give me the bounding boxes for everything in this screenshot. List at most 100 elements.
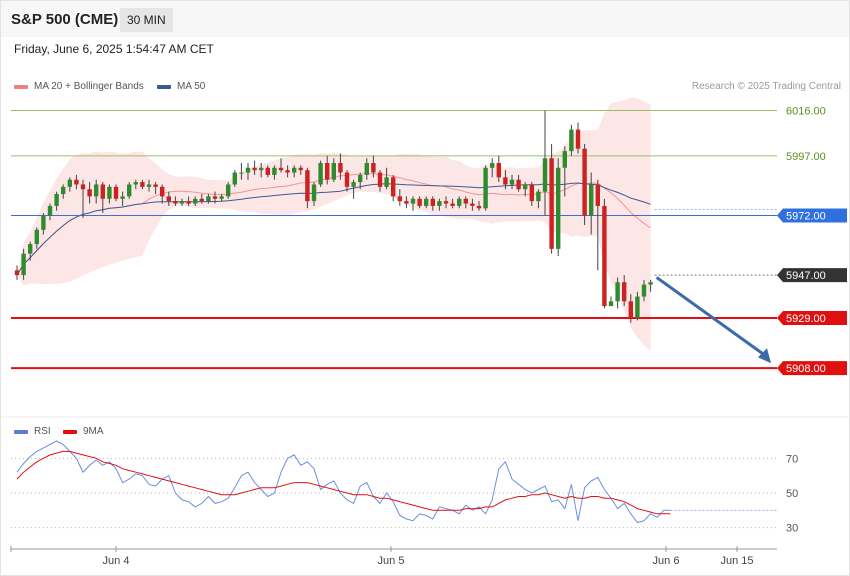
legend-ma50[interactable]: MA 50	[157, 81, 205, 92]
rsi-tick-label: 70	[786, 453, 798, 465]
rsi-tick-label: 50	[786, 488, 798, 500]
candle-bullish	[351, 182, 356, 187]
candle-bullish	[41, 215, 46, 230]
candle-bearish	[325, 163, 330, 180]
candle-bearish	[186, 201, 191, 204]
forecast-arrow	[655, 276, 766, 357]
x-tick-label: Jun 5	[378, 555, 405, 567]
last-price-tag	[777, 268, 847, 283]
last-price-label: 5947.00	[786, 270, 826, 282]
candle-bearish	[430, 198, 435, 206]
candle-bullish	[331, 163, 336, 180]
candle-bearish	[450, 203, 455, 206]
x-tick-label: Jun 6	[653, 555, 680, 567]
candle-bearish	[166, 196, 171, 202]
candle-bullish	[589, 184, 594, 216]
research-credit: Research © 2025 Trading Central	[691, 81, 841, 92]
candle-bearish	[602, 205, 607, 307]
candle-bullish	[206, 196, 211, 202]
rsi-tick-label: 30	[786, 523, 798, 535]
x-tick-label: Jun 15	[720, 555, 753, 567]
pivot-label: 5972.00	[786, 210, 826, 222]
candle-bearish	[80, 184, 86, 190]
candle-bearish	[529, 184, 534, 202]
candle-bullish	[569, 129, 574, 152]
candle-bullish	[311, 184, 317, 202]
candle-bearish	[622, 282, 627, 302]
candle-bearish	[153, 184, 158, 187]
candle-bullish	[193, 198, 198, 204]
legend-ma20[interactable]: MA 20 + Bollinger Bands	[14, 81, 144, 92]
candle-bearish	[252, 167, 257, 171]
legend-rsi-label: RSI	[34, 426, 51, 437]
candle-bullish	[272, 167, 277, 175]
candle-bearish	[463, 198, 468, 204]
candle-bearish	[470, 203, 475, 206]
rsi-ma-swatch	[63, 429, 77, 434]
candle-bearish	[417, 198, 422, 206]
support-tag	[777, 311, 847, 325]
candle-bearish	[476, 205, 482, 209]
candle-bullish	[635, 296, 640, 318]
candle-bearish	[113, 186, 119, 199]
candle-bullish	[384, 177, 389, 187]
candle-bearish	[549, 158, 554, 249]
candle-bullish	[536, 191, 541, 202]
candle-bearish	[344, 172, 350, 187]
candle-bullish	[437, 201, 442, 206]
candle-bearish	[443, 201, 449, 204]
candle-bullish	[358, 174, 363, 183]
candle-bearish	[212, 196, 218, 199]
candle-bearish	[575, 129, 581, 149]
rsi-swatch	[14, 429, 28, 434]
candle-bearish	[87, 189, 92, 197]
candle-bullish	[410, 198, 416, 204]
candle-bullish	[21, 253, 26, 276]
candle-bearish	[582, 148, 587, 216]
candle-bullish	[523, 184, 528, 190]
candle-bullish	[615, 282, 620, 302]
candle-bearish	[391, 177, 396, 197]
candle-bearish	[404, 201, 409, 204]
legend-rsi-ma[interactable]: 9MA	[63, 426, 104, 437]
candle-bullish	[364, 163, 369, 175]
candle-bullish	[239, 172, 244, 174]
candle-bearish	[305, 170, 310, 202]
candle-bullish	[94, 184, 99, 197]
candle-bearish	[503, 177, 508, 185]
legend-rsi[interactable]: RSI	[14, 426, 51, 437]
resistance-label: 5997.00	[786, 151, 826, 163]
chart-header: S&P 500 (CME) 30 MIN	[1, 1, 849, 37]
candle-bullish	[457, 198, 462, 206]
candle-bullish	[232, 172, 237, 185]
resistance-label: 6016.00	[786, 106, 826, 118]
candle-bearish	[628, 301, 633, 318]
candle-bullish	[47, 205, 53, 216]
interval-button[interactable]: 30 MIN	[120, 8, 173, 32]
candle-bullish	[107, 186, 112, 199]
legend-ma20-label: MA 20 + Bollinger Bands	[34, 81, 144, 92]
bollinger-band	[17, 97, 651, 352]
candle-bearish	[199, 198, 204, 202]
candle-bearish	[140, 182, 145, 187]
ma20-swatch	[14, 84, 28, 89]
rsi-ma-line	[16, 450, 671, 515]
candle-bullish	[608, 301, 614, 307]
candle-bullish	[67, 179, 72, 187]
candle-bullish	[648, 282, 653, 285]
candle-bullish	[179, 201, 185, 204]
legend-rsi-ma-label: 9MA	[83, 426, 104, 437]
candle-bullish	[127, 184, 132, 197]
candle-bearish	[173, 201, 178, 204]
support-tag	[777, 361, 847, 376]
candle-bullish	[61, 186, 66, 194]
candle-bullish	[219, 196, 224, 199]
candle-bearish	[265, 167, 270, 175]
candle-bearish	[285, 170, 290, 173]
candle-bullish	[641, 284, 647, 297]
candle-bearish	[338, 163, 343, 173]
candle-bullish	[245, 167, 251, 173]
chart-datetime: Friday, June 6, 2025 1:54:47 AM CET	[14, 42, 214, 56]
